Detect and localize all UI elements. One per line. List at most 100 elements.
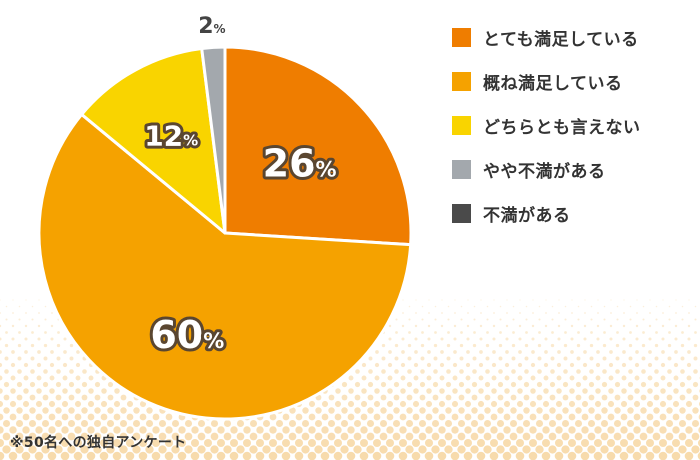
halftone-dot [594, 439, 602, 447]
halftone-dot [125, 451, 135, 460]
halftone-dot [465, 362, 471, 368]
halftone-dot [3, 394, 10, 401]
halftone-dot [648, 337, 652, 341]
halftone-dot [56, 343, 61, 348]
halftone-dot [301, 432, 310, 441]
halftone-dot [597, 299, 599, 301]
halftone-dot [619, 451, 629, 460]
halftone-dot [484, 381, 491, 388]
halftone-dot [678, 432, 687, 441]
halftone-dot [563, 369, 568, 374]
halftone-dot [574, 445, 583, 454]
halftone-dot [288, 419, 297, 428]
halftone-dot [595, 388, 601, 394]
halftone-dot [646, 400, 654, 408]
halftone-dot [678, 419, 687, 428]
halftone-dot [523, 394, 530, 401]
halftone-dot [681, 318, 684, 321]
halftone-dot [106, 419, 115, 428]
pie-value-label-slightly-dissatisfied: 2% [198, 14, 225, 39]
halftone-dot [459, 369, 464, 374]
halftone-dot [407, 343, 412, 348]
halftone-dot [692, 381, 699, 388]
halftone-dot [68, 381, 75, 388]
halftone-dot [492, 324, 496, 328]
halftone-dot [496, 419, 505, 428]
halftone-dot [561, 445, 570, 454]
halftone-dot [581, 400, 589, 408]
halftone-dot [550, 343, 555, 348]
halftone-dot [346, 451, 356, 460]
halftone-dot [380, 394, 387, 401]
halftone-dot [69, 369, 74, 374]
halftone-dot [36, 375, 42, 381]
halftone-dot [43, 356, 48, 361]
halftone-dot [679, 381, 686, 388]
halftone-dot [694, 331, 697, 334]
halftone-dot [451, 400, 459, 408]
halftone-dot [556, 362, 562, 368]
halftone-dot [680, 343, 685, 348]
halftone-dot [412, 439, 420, 447]
halftone-dot [341, 394, 348, 401]
halftone-dot [639, 432, 648, 441]
halftone-dot [535, 419, 544, 428]
halftone-dot [415, 299, 417, 301]
halftone-dot [498, 356, 503, 361]
halftone-dot [675, 299, 677, 301]
halftone-dot [570, 324, 574, 328]
halftone-dot [603, 305, 606, 308]
halftone-dot [483, 445, 492, 454]
halftone-dot [223, 445, 232, 454]
halftone-dot [11, 337, 15, 341]
halftone-dot [511, 369, 516, 374]
halftone-dot [607, 413, 615, 421]
halftone-dot [621, 375, 627, 381]
halftone-dot [399, 413, 407, 421]
halftone-dot [275, 445, 284, 454]
halftone-dot [532, 299, 534, 301]
halftone-dot [440, 337, 444, 341]
halftone-dot [666, 394, 673, 401]
halftone-dot [517, 388, 523, 394]
halftone-dot [113, 426, 121, 434]
halftone-dot [602, 369, 607, 374]
halftone-dot [661, 350, 665, 354]
halftone-dot [132, 419, 141, 428]
halftone-dot [51, 312, 53, 314]
pie-value-percent: % [203, 329, 224, 353]
halftone-dot [538, 318, 541, 321]
halftone-dot [623, 299, 625, 301]
halftone-dot [191, 439, 199, 447]
halftone-dot [499, 305, 502, 308]
halftone-dot [633, 439, 641, 447]
halftone-dot [406, 407, 413, 414]
halftone-dot [29, 394, 36, 401]
legend-swatch [452, 203, 471, 223]
halftone-dot [583, 350, 587, 354]
halftone-dot [48, 426, 56, 434]
halftone-dot [281, 451, 291, 460]
halftone-dot [119, 445, 128, 454]
halftone-dot [667, 369, 672, 374]
halftone-dot [360, 413, 368, 421]
halftone-dot [275, 419, 284, 428]
halftone-dot [484, 394, 491, 401]
halftone-dot [543, 375, 549, 381]
halftone-dot [50, 337, 54, 341]
halftone-dot [672, 413, 680, 421]
halftone-dot [164, 451, 174, 460]
halftone-dot [388, 337, 392, 341]
halftone-dot [564, 331, 567, 334]
pie-value-number: 12 [144, 119, 183, 152]
halftone-dot [184, 445, 193, 454]
halftone-dot [550, 356, 555, 361]
halftone-dot [76, 350, 80, 354]
halftone-dot [62, 388, 68, 394]
legend: とても満足している 概ね満足している どちらとも言えない やや不満がある 不満が… [452, 26, 692, 246]
halftone-dot [413, 388, 419, 394]
halftone-dot [472, 343, 477, 348]
halftone-dot [366, 419, 375, 428]
halftone-dot [518, 350, 522, 354]
